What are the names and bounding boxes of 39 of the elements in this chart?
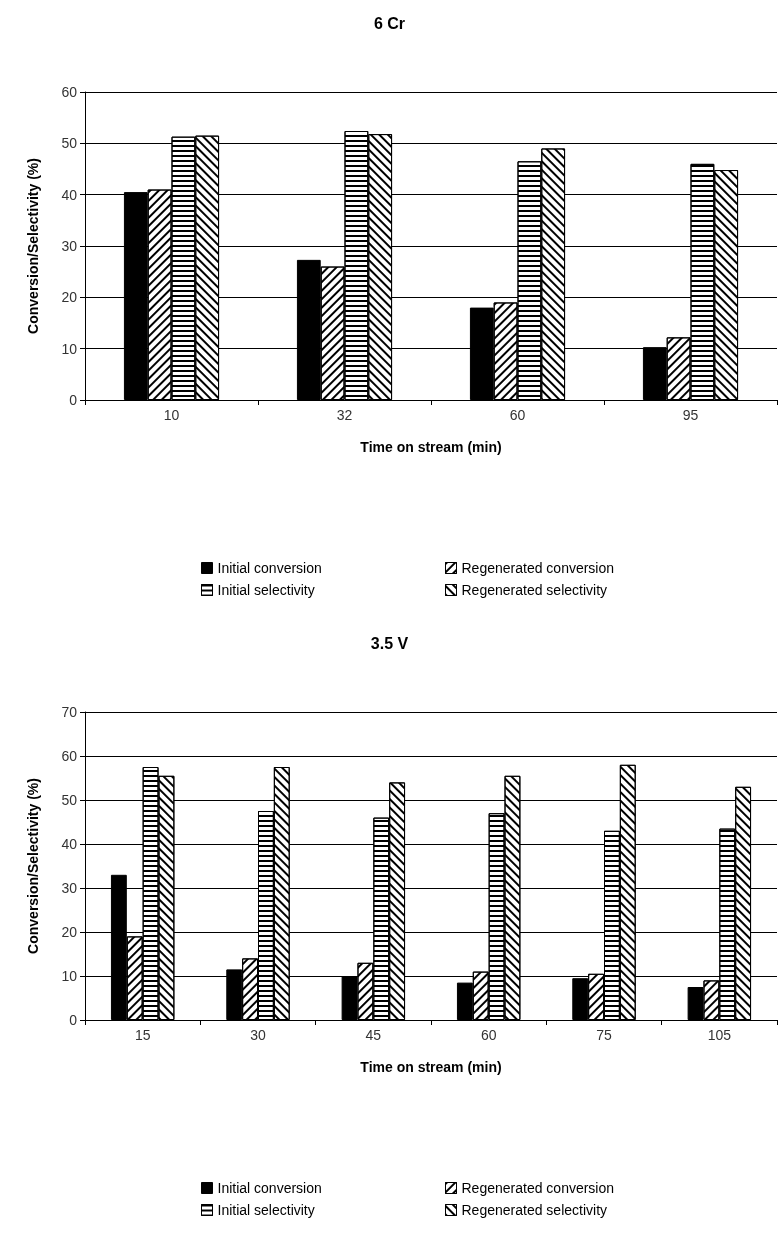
y-tick-label: 70 (61, 704, 78, 720)
legend-label: Initial conversion (217, 560, 322, 576)
chart-title: 6 Cr (373, 14, 406, 32)
y-tick-label: 30 (61, 880, 78, 896)
legend-label: Regenerated conversion (461, 1180, 615, 1196)
y-tick-label: 40 (61, 836, 78, 852)
x-tick-label: 75 (596, 1027, 612, 1043)
y-tick-label: 60 (61, 84, 78, 100)
legend-label: Regenerated conversion (461, 560, 615, 576)
chart-title: 3.5 V (370, 634, 409, 652)
y-tick-label: 60 (61, 748, 78, 764)
y-tick-label: 10 (61, 340, 78, 357)
x-tick-label: 15 (134, 1027, 151, 1043)
y-tick-label: 10 (61, 968, 78, 984)
y-tick-label: 50 (61, 135, 78, 152)
x-axis-title: Time on stream (min) (360, 1059, 502, 1075)
y-tick-label: 0 (69, 1012, 78, 1028)
y-axis-title: Conversion/Selectivity (%) (25, 158, 41, 334)
x-tick-label: 30 (250, 1027, 266, 1043)
x-tick-label: 105 (707, 1027, 732, 1043)
legend-label: Initial conversion (217, 1180, 322, 1196)
y-tick-label: 20 (61, 924, 78, 940)
legend-label: Initial selectivity (217, 582, 315, 598)
legend-label: Regenerated selectivity (461, 1202, 608, 1218)
legend-label: Regenerated selectivity (461, 582, 608, 598)
x-tick-label: 45 (365, 1027, 382, 1043)
y-tick-label: 20 (61, 289, 78, 306)
y-axis-title: Conversion/Selectivity (%) (25, 778, 41, 954)
y-tick-label: 0 (69, 392, 78, 408)
x-tick-label: 32 (336, 407, 353, 423)
legend-label: Initial selectivity (217, 1202, 315, 1218)
y-tick-label: 40 (61, 186, 78, 203)
y-tick-label: 30 (61, 238, 78, 254)
x-tick-label: 95 (682, 407, 699, 423)
x-tick-label: 60 (480, 1027, 497, 1043)
x-axis-title: Time on stream (min) (360, 439, 502, 455)
x-tick-label: 60 (509, 407, 526, 423)
x-tick-label: 10 (163, 407, 180, 423)
y-tick-label: 50 (61, 792, 78, 808)
